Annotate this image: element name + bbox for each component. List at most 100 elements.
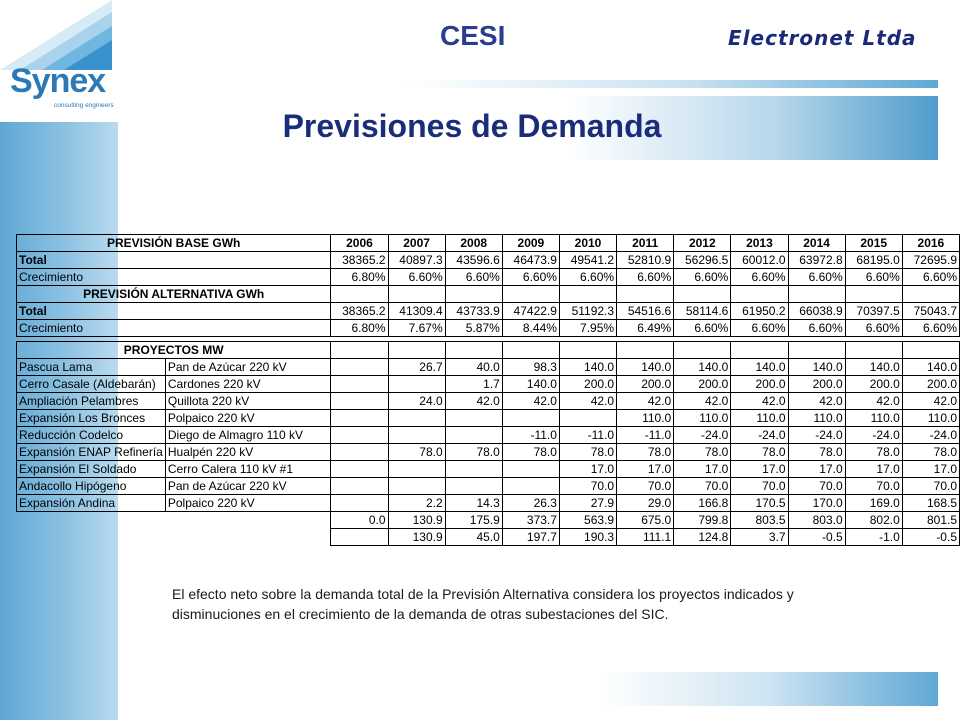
value-cell: 802.0 — [844, 511, 903, 529]
value-cell: 40.0 — [444, 358, 503, 376]
value-cell: -24.0 — [844, 426, 903, 444]
table-row: Cerro Casale (Aldebarán) Cardones 220 kV 1… — [16, 375, 960, 393]
section-title-base: PREVISIÓN BASE GWh — [15, 234, 332, 252]
value-cell — [330, 443, 389, 461]
value-cell: 78.0 — [444, 443, 503, 461]
value-cell: 17.0 — [787, 460, 846, 478]
value-cell: 6.60% — [901, 319, 960, 337]
value-cell: 200.0 — [844, 375, 903, 393]
value-cell — [387, 426, 446, 444]
value-cell: 70.0 — [901, 477, 960, 495]
substation-name: Polpaico 220 kV — [164, 494, 332, 512]
value-cell — [330, 409, 389, 427]
value-cell: 27.9 — [558, 494, 618, 512]
value-cell: 70.0 — [558, 477, 618, 495]
section-title-projects: PROYECTOS MW — [15, 341, 332, 359]
value-cell: 72695.9 — [901, 251, 960, 269]
page-title: Previsiones de Demanda — [282, 108, 662, 144]
value-cell: -0.5 — [901, 528, 960, 546]
year-header: 2008 — [444, 234, 503, 252]
value-cell: 40897.3 — [387, 251, 446, 269]
value-cell: 6.60% — [844, 268, 903, 286]
value-cell: 6.60% — [844, 319, 903, 337]
value-cell: 6.60% — [444, 268, 503, 286]
value-cell: 8.44% — [501, 319, 560, 337]
empty-cell — [558, 341, 618, 359]
value-cell: 78.0 — [616, 443, 675, 461]
value-cell: 6.60% — [730, 319, 789, 337]
diff-row: 130.9 45.0 197.7 190.3 111.1 124.8 3.7 -0.5 -1.0… — [17, 528, 960, 546]
section-title-alternative: PREVISIÓN ALTERNATIVA GWh — [15, 285, 332, 303]
value-cell: 42.0 — [444, 392, 503, 410]
value-cell: 78.0 — [387, 443, 446, 461]
value-cell: 3.7 — [730, 528, 789, 546]
section-header-row: PREVISIÓN ALTERNATIVA GWh — [15, 285, 960, 303]
value-cell: 43733.9 — [444, 302, 503, 320]
substation-name: Diego de Almagro 110 kV — [164, 426, 332, 444]
value-cell: 140.0 — [501, 375, 560, 393]
value-cell: 5.87% — [444, 319, 503, 337]
value-cell: 6.60% — [901, 268, 960, 286]
value-cell: 42.0 — [501, 392, 560, 410]
table-row: Expansión ENAP Refinería Hualpén 220 kV 78… — [16, 443, 960, 461]
logo-triangle-icon — [0, 0, 112, 70]
value-cell — [330, 392, 389, 410]
value-cell: 168.5 — [901, 494, 960, 512]
project-name: Andacollo Hipógeno — [16, 477, 166, 495]
value-cell: 43596.6 — [444, 251, 503, 269]
value-cell: 24.0 — [387, 392, 446, 410]
project-name: Ampliación Pelambres — [16, 392, 166, 410]
value-cell: 0.0 — [330, 511, 389, 529]
value-cell: 63972.8 — [787, 251, 846, 269]
value-cell — [330, 460, 389, 478]
value-cell: 70397.5 — [844, 302, 903, 320]
value-cell: 6.49% — [616, 319, 675, 337]
value-cell: 38365.2 — [330, 251, 389, 269]
table-row: Reducción Codelco Diego de Almagro 110 kV… — [16, 426, 960, 444]
value-cell — [387, 460, 446, 478]
value-cell: 140.0 — [730, 358, 789, 376]
value-cell: -11.0 — [558, 426, 618, 444]
empty-cell — [387, 285, 446, 303]
section-header-row: PREVISIÓN BASE GWh 2006 2007 2008 2009 2010 20… — [15, 234, 960, 252]
value-cell: 200.0 — [673, 375, 732, 393]
value-cell — [501, 460, 560, 478]
value-cell — [444, 460, 503, 478]
blank-cell — [17, 512, 331, 529]
value-cell: 6.60% — [730, 268, 789, 286]
substation-name: Hualpén 220 kV — [164, 443, 332, 461]
row-label: Crecimiento — [15, 319, 332, 337]
value-cell: 1.7 — [444, 375, 503, 393]
value-cell: -11.0 — [616, 426, 675, 444]
value-cell: 110.0 — [844, 409, 903, 427]
value-cell: 110.0 — [616, 409, 675, 427]
value-cell — [501, 477, 560, 495]
value-cell: 803.0 — [787, 511, 846, 529]
value-cell: 17.0 — [558, 460, 618, 478]
logo: Synex consulting engineers — [0, 0, 118, 122]
value-cell — [330, 358, 389, 376]
value-cell: 803.5 — [730, 511, 789, 529]
table-row: Ampliación Pelambres Quillota 220 kV 24.0 4… — [16, 392, 960, 410]
table-row: Total 38365.2 40897.3 43596.6 46473.9 49541.2… — [15, 251, 960, 269]
value-cell: 70.0 — [730, 477, 789, 495]
value-cell: 45.0 — [444, 528, 503, 546]
empty-cell — [844, 285, 903, 303]
value-cell: 6.60% — [387, 268, 446, 286]
value-cell: 78.0 — [558, 443, 618, 461]
value-cell: 7.67% — [387, 319, 446, 337]
value-cell: 200.0 — [616, 375, 675, 393]
footer-band — [600, 672, 938, 706]
value-cell: 140.0 — [673, 358, 732, 376]
project-name: Reducción Codelco — [16, 426, 166, 444]
project-name: Pascua Lama — [16, 358, 166, 376]
year-header: 2007 — [387, 234, 446, 252]
value-cell: 2.2 — [387, 494, 446, 512]
row-label: Total — [15, 302, 332, 320]
empty-cell — [616, 285, 675, 303]
year-header: 2012 — [673, 234, 732, 252]
value-cell: 17.0 — [673, 460, 732, 478]
table-row: Expansión Andina Polpaico 220 kV 2.2 14.3 26… — [16, 494, 960, 512]
value-cell: 42.0 — [616, 392, 675, 410]
value-cell: 130.9 — [387, 528, 446, 546]
